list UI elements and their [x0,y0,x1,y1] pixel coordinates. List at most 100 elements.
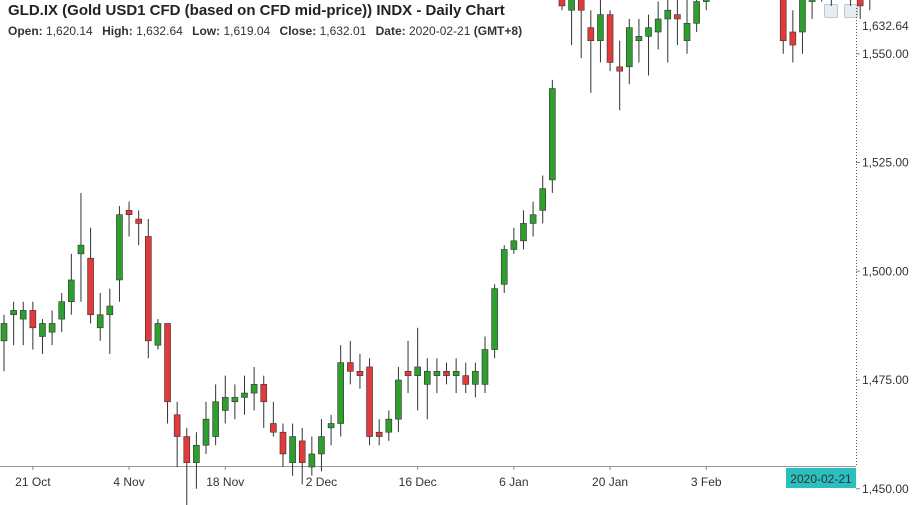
high-price-label: 1,632.64 [862,19,909,33]
candle-body [289,436,296,463]
x-tick-label: 3 Feb [691,475,722,489]
candle-body [375,431,383,437]
candle-body [799,0,806,33]
x-tick-label: 21 Oct [15,475,51,489]
candle-body [270,423,277,433]
candle-body [654,18,662,33]
low-label: Low: [192,24,221,38]
open-label: Open: [8,24,43,38]
x-tick-label: 6 Jan [499,475,528,489]
x-tick-label: 4 Nov [113,475,144,489]
candle-body [347,362,354,372]
close-label: Close: [279,24,317,38]
candle-body [462,375,470,385]
candle-body [116,214,123,281]
candle-body [481,349,489,385]
candle-body [308,453,316,468]
candle-body [202,418,210,446]
candle-body [625,27,633,68]
candle-body [164,323,171,403]
x-tick-label: 18 Nov [206,475,244,489]
candle-body [635,36,643,41]
y-tick-label: 1,550.00 [862,47,909,61]
candle-body [520,223,527,242]
candle-body [683,22,691,41]
close-value: 1,632.01 [319,24,367,38]
candle-body [337,362,345,424]
candle-body [48,323,56,333]
candle-body [577,0,585,11]
candle-body [0,323,8,342]
candle-body [472,370,479,385]
candle-body [856,0,864,7]
candle-body [87,257,94,316]
candle-body [597,14,604,42]
candle-body [58,301,66,320]
candle-body [558,0,566,7]
candle-body [510,240,518,250]
candle-body [250,384,258,394]
candle-body [318,436,325,455]
chart-title: GLD.IX (Gold USD1 CFD (based on CFD mid-… [8,2,505,19]
candle-body [664,9,672,20]
x-tick-label: 20 Jan [592,475,628,489]
candle-body [298,440,306,463]
candle-body [385,418,393,433]
date-badge [786,468,856,488]
candle-body [645,27,652,37]
candle-body [77,244,85,255]
y-tick-label: 1,525.00 [862,156,909,170]
candle-body [433,370,441,376]
candle-body [366,366,373,437]
candle-body [173,414,181,437]
candle-body [327,423,335,429]
candle-body [260,384,268,403]
high-label: High: [102,24,133,38]
candle-body [452,370,460,376]
candle-body [500,249,508,285]
date-badge-label: 2020-02-21 [790,472,852,486]
candle-body [808,0,816,2]
low-value: 1,619.04 [223,24,271,38]
candle-body [221,397,229,411]
candle-body [10,310,17,316]
candle-body [616,66,623,72]
ohlc-info-bar: Open: 1,620.14 High: 1,632.64 Low: 1,619… [8,24,522,38]
candle-body [404,370,412,376]
candle-body [212,401,219,437]
candle-body [183,436,191,463]
candle-body [491,288,498,350]
y-tick-label: 1,450.00 [862,482,909,496]
candle-body [145,236,152,342]
candle-body [674,14,681,20]
candle-body [39,323,46,337]
candle-body [68,279,75,303]
candle-body [356,370,364,376]
candle-body [231,397,239,403]
date-value: 2020-02-21 [409,24,471,38]
candle-body [539,188,547,211]
candle-body [789,31,797,46]
candle-body [779,0,787,42]
candle-body [606,14,614,63]
candle-body [587,27,595,41]
candle-body [443,370,450,376]
candle-body [154,323,162,346]
candle-body [193,444,200,463]
candle-body [241,392,248,398]
x-tick-label: 2 Dec [306,475,337,489]
candle-body [279,431,287,455]
candle-body [549,88,556,181]
x-tick-label: 16 Dec [399,475,437,489]
candle-body [568,0,575,11]
candle-body [19,310,27,320]
candle-body [693,1,700,24]
candle-body [395,379,402,420]
candle-body [702,0,710,2]
candle-body [414,366,421,376]
candle-body [529,214,537,224]
date-label: Date: [375,24,406,38]
candle-body [125,210,133,216]
candle-body [135,218,142,224]
